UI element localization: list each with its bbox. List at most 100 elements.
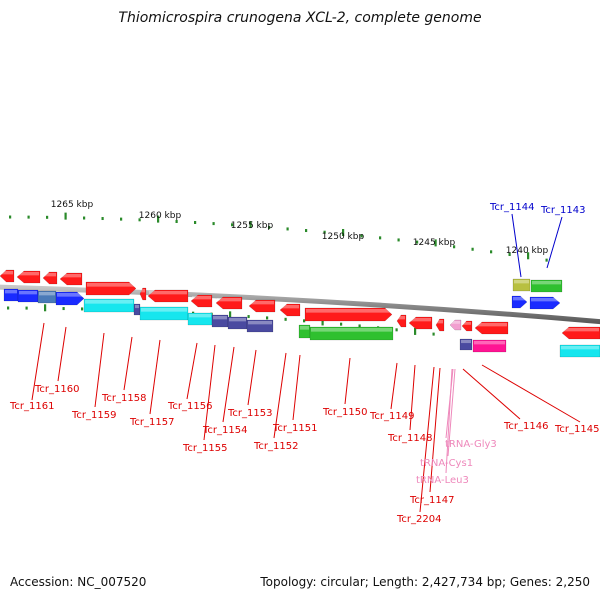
gene-feature: [85, 281, 137, 296]
tick-mark-inner: [25, 306, 28, 310]
gene-highlight: [141, 289, 145, 293]
tick-mark-outer: [268, 225, 271, 229]
gene-feature: [512, 278, 531, 292]
tick-mark-inner: [266, 316, 269, 320]
tick-mark-outer: [212, 222, 215, 226]
leader-line: [292, 354, 301, 421]
genome-summary-text: Topology: circular; Length: 2,427,734 bp…: [260, 575, 590, 589]
tick-mark-outer: [83, 216, 86, 220]
gene-highlight: [474, 341, 505, 345]
gene-highlight: [532, 281, 561, 285]
gene-feature: [435, 318, 445, 332]
leader-line: [222, 346, 235, 423]
gene-highlight: [410, 318, 431, 322]
gene-feature: [139, 287, 147, 301]
gene-feature: [472, 339, 507, 353]
leader-line: [123, 336, 133, 391]
tick-mark-inner: [7, 306, 10, 310]
gene-feature: [248, 299, 276, 313]
tick-mark-inner: [432, 332, 435, 336]
tick-label: 1250 kbp: [322, 232, 365, 242]
leader-line: [390, 362, 398, 410]
gene-highlight: [306, 309, 391, 313]
leader-line: [247, 349, 257, 406]
gene-label: Tcr_1152: [253, 441, 298, 452]
gene-highlight: [437, 320, 443, 324]
tick-mark-outer: [46, 215, 49, 219]
gene-feature: [279, 303, 301, 317]
tick-mark-outer: [64, 212, 67, 220]
tick-mark-outer: [379, 236, 382, 240]
tick-label: 1265 kbp: [51, 200, 94, 210]
tick-mark-outer: [138, 218, 141, 222]
gene-label: tRNA-Leu3: [416, 475, 469, 486]
gene-highlight: [248, 321, 272, 325]
leader-line: [344, 357, 351, 405]
leader-line: [186, 342, 198, 400]
gene-highlight: [149, 291, 187, 295]
gene-feature: [559, 344, 600, 358]
tick-label: 1240 kbp: [506, 246, 549, 256]
gene-highlight: [57, 293, 83, 297]
tick-mark-outer: [231, 223, 234, 227]
gene-highlight: [461, 340, 471, 344]
gene-highlight: [189, 314, 211, 318]
gene-label: Tcr_1147: [409, 495, 454, 506]
gene-label: Tcr_1157: [129, 417, 174, 428]
gene-feature: [304, 307, 393, 322]
gene-highlight: [531, 298, 559, 302]
tick-mark-outer: [490, 250, 493, 254]
accession-text: Accession: NC_007520: [10, 575, 147, 589]
gene-feature: [449, 319, 462, 331]
backbone-layer: [0, 284, 600, 325]
tick-mark-outer: [120, 217, 123, 221]
gene-highlight: [398, 316, 405, 320]
leader-line: [429, 367, 441, 493]
gene-highlight: [19, 291, 37, 295]
gene-highlight: [61, 274, 81, 278]
gene-label: Tcr_1161: [9, 401, 54, 412]
gene-feature: [190, 294, 213, 308]
tick-mark-outer: [27, 215, 30, 219]
gene-label: tRNA-Cys1: [420, 458, 473, 469]
leader-line: [273, 352, 287, 439]
tick-label: 1245 kbp: [413, 238, 456, 248]
tick-mark-inner: [44, 304, 47, 312]
gene-feature: [59, 272, 83, 286]
gene-feature: [461, 320, 473, 332]
gene-label: Tcr_1149: [369, 411, 414, 422]
genes-layer: [0, 269, 600, 358]
tick-mark-outer: [157, 215, 160, 223]
gene-feature: [42, 271, 58, 285]
gene-highlight: [1, 271, 13, 275]
tick-mark-outer: [194, 220, 197, 224]
leader-line: [419, 366, 435, 513]
gene-highlight: [229, 318, 246, 322]
tick-label: 1255 kbp: [231, 221, 274, 231]
gene-highlight: [87, 283, 135, 287]
gene-label: Tcr_1154: [202, 425, 247, 436]
tick-mark-inner: [303, 319, 306, 323]
gene-highlight: [192, 296, 211, 300]
gene-highlight: [300, 326, 309, 330]
leader-line: [31, 322, 45, 401]
leader-line: [447, 368, 456, 457]
gene-feature: [408, 316, 433, 330]
tick-mark-inner: [321, 318, 324, 326]
gene-highlight: [217, 298, 241, 302]
gene-label: Tcr_2204: [396, 514, 441, 525]
leader-line: [94, 332, 105, 408]
tick-mark-inner: [229, 311, 232, 319]
gene-highlight: [5, 290, 17, 294]
tick-mark-outer: [453, 245, 456, 249]
gene-highlight: [135, 305, 139, 309]
gene-highlight: [513, 297, 526, 301]
leader-line: [409, 364, 416, 431]
gene-highlight: [141, 308, 187, 312]
tick-mark-outer: [416, 240, 419, 244]
gene-feature: [309, 326, 394, 341]
gene-feature: [0, 269, 15, 283]
gene-highlight: [18, 272, 39, 276]
gene-label: Tcr_1146: [503, 421, 548, 432]
